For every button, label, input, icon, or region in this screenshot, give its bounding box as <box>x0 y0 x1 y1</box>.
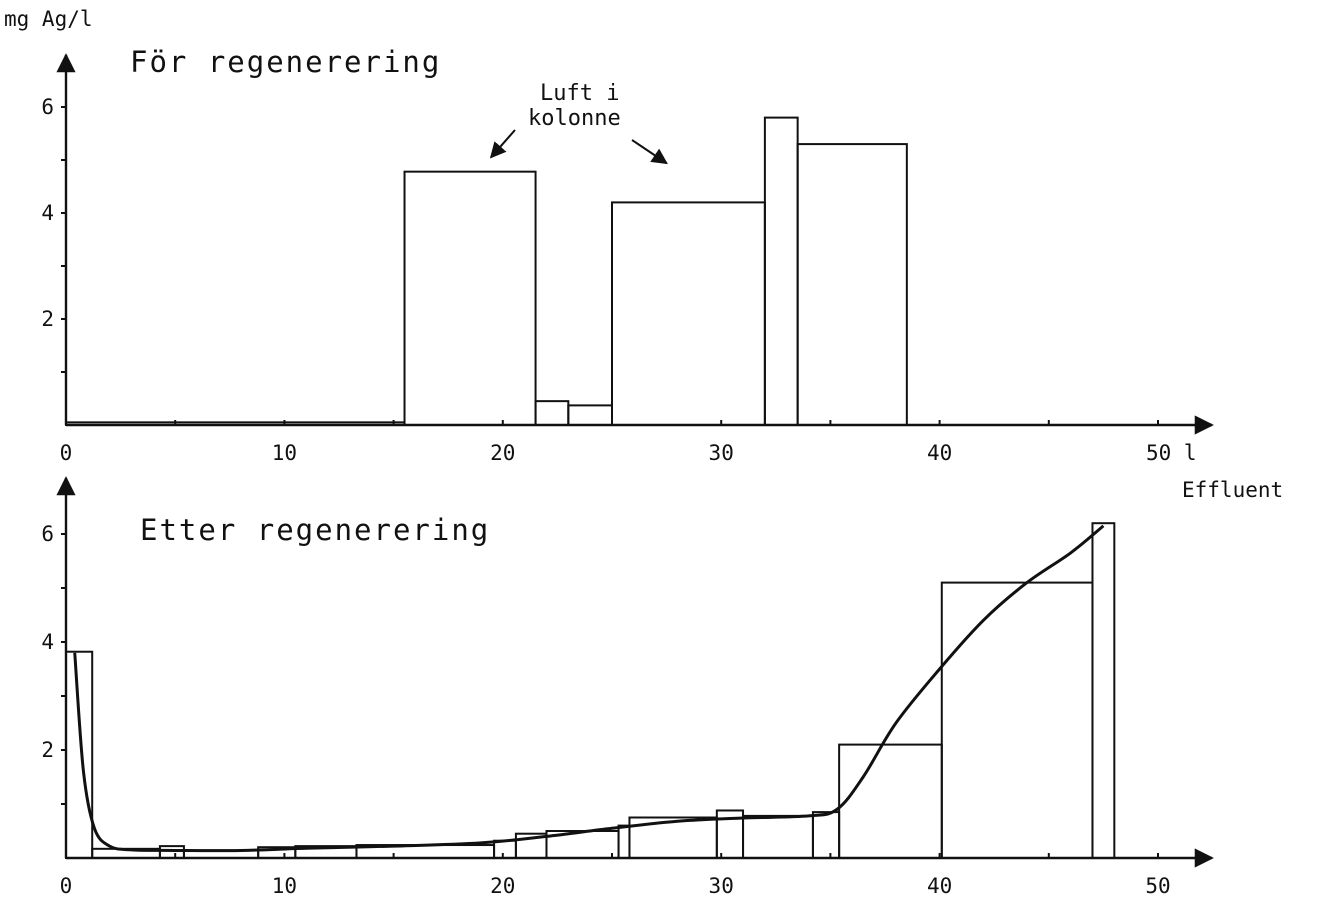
bottom-chart: Effluent Etter regenerering 2 4 6 0 10 20 30 40… <box>41 476 1283 898</box>
bar-4 <box>567 404 614 427</box>
x-tick-label-2: 20 <box>490 441 515 465</box>
bar-17 <box>940 581 1094 859</box>
bar-11 <box>617 824 631 859</box>
annotation-line-2: kolonne <box>528 106 621 131</box>
y-tick-label-6: 6 <box>41 95 54 119</box>
x-tick-label-4: 40 <box>927 874 952 898</box>
bar-16 <box>838 743 943 859</box>
annotation-line-1: Luft i <box>540 81 619 106</box>
y-tick-label-4: 4 <box>41 630 54 654</box>
bar-3 <box>158 845 185 859</box>
bar-6 <box>763 116 799 426</box>
x-tick-label-0: 0 <box>60 874 73 898</box>
x-tick-label-2: 20 <box>490 874 515 898</box>
bar-18 <box>1091 522 1116 859</box>
annotation-arrow-2 <box>631 139 668 165</box>
top-chart-title: För regenerering <box>130 45 441 79</box>
x-tick-label-1: 10 <box>272 441 297 465</box>
x-tick-label-5: 50 <box>1145 874 1170 898</box>
y-tick-label-2: 2 <box>41 738 54 762</box>
top-chart: mg Ag/l För regenerering Luft i kolonne … <box>4 7 1214 465</box>
bar-7 <box>796 143 908 426</box>
y-tick-label-2: 2 <box>41 307 54 331</box>
bar-8 <box>493 839 517 859</box>
x-tick-label-1: 10 <box>272 874 297 898</box>
y-axis-label: mg Ag/l <box>4 7 93 31</box>
annotation-luft-i-kolonne: Luft i kolonne <box>528 81 621 131</box>
x-tick-label-0: 0 <box>60 441 73 465</box>
bar-5 <box>611 201 766 426</box>
x-tick-label-4: 40 <box>927 441 952 465</box>
smoothed-curve <box>73 524 1105 853</box>
x-tick-label-3: 30 <box>709 441 734 465</box>
bar-14 <box>742 814 814 860</box>
bar-3 <box>534 400 570 426</box>
x-axis-label: Effluent <box>1182 478 1283 502</box>
x-tick-label-5: 50 l <box>1146 441 1197 465</box>
x-tick-label-3: 30 <box>709 874 734 898</box>
bar-15 <box>811 811 841 859</box>
bar-2 <box>403 170 537 426</box>
y-tick-label-6: 6 <box>41 522 54 546</box>
y-tick-label-4: 4 <box>41 201 54 225</box>
bottom-chart-title: Etter regenerering <box>140 513 490 547</box>
annotation-arrow-1 <box>489 129 516 159</box>
bar-1 <box>65 650 94 859</box>
